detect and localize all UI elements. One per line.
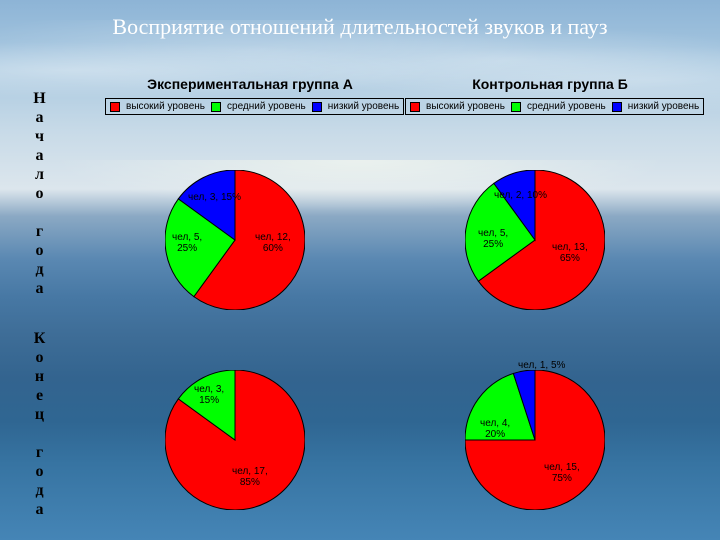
legend-swatch [110, 102, 120, 112]
legend-label: высокий уровень [126, 101, 205, 112]
page-title: Восприятие отношений длительностей звуко… [0, 14, 720, 40]
legend-label: средний уровень [227, 101, 306, 112]
legend-label: низкий уровень [328, 101, 400, 112]
legend-group-a: высокий уровень средний уровень низкий уро… [105, 98, 404, 115]
column-title-group-b: Контрольная группа Б [420, 76, 680, 92]
legend-swatch [612, 102, 622, 112]
legend-swatch [410, 102, 420, 112]
horizon-glow [0, 160, 720, 220]
pie-chart-a-end [165, 370, 305, 510]
legend-label: средний уровень [527, 101, 606, 112]
legend-label: низкий уровень [628, 101, 700, 112]
legend-label: высокий уровень [426, 101, 505, 112]
legend-swatch [511, 102, 521, 112]
column-title-group-a: Экспериментальная группа А [120, 76, 380, 92]
row-label-end: Конец года [30, 330, 48, 520]
pie-chart-b-end [465, 370, 605, 510]
pie-chart-b-start [465, 170, 605, 310]
row-label-start: Начало года [30, 90, 48, 299]
slide-background: Восприятие отношений длительностей звуко… [0, 0, 720, 540]
legend-swatch [312, 102, 322, 112]
legend-group-b: высокий уровень средний уровень низкий уро… [405, 98, 704, 115]
pie-chart-a-start [165, 170, 305, 310]
legend-swatch [211, 102, 221, 112]
